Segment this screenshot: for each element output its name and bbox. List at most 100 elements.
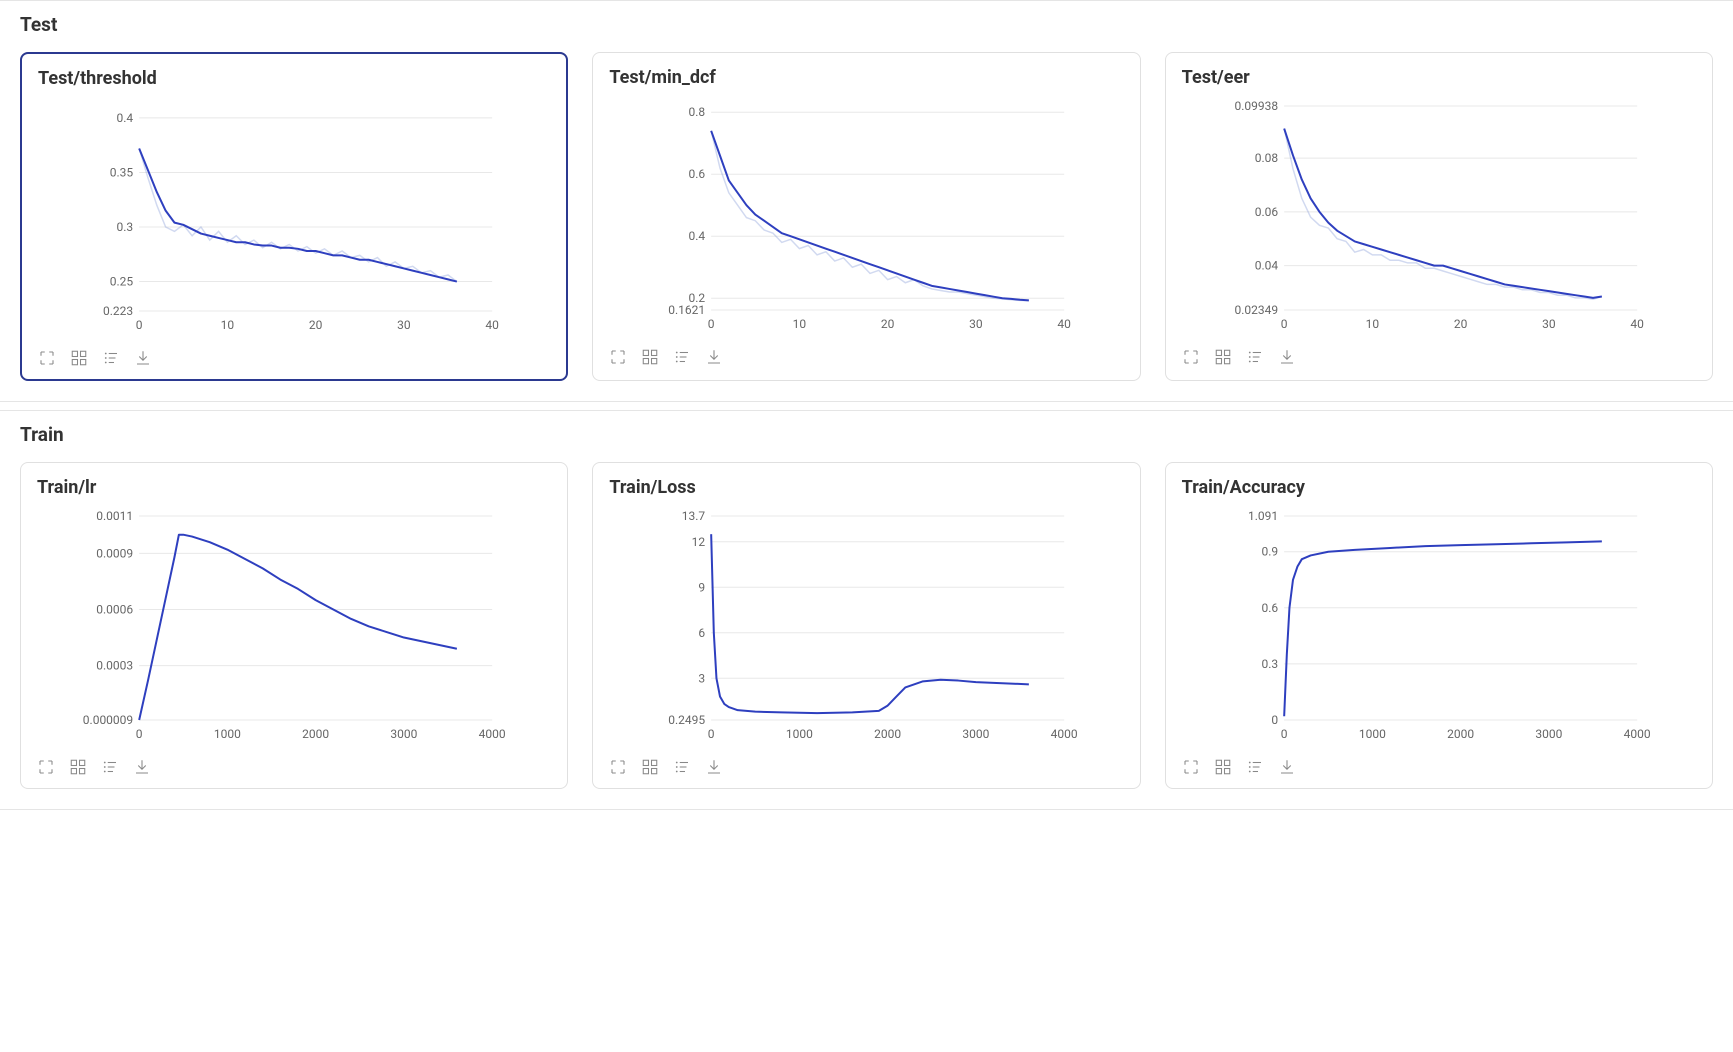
download-icon[interactable]: [134, 349, 152, 367]
y-tick-label: 12: [692, 535, 706, 549]
chart-line-main: [1284, 541, 1602, 716]
chart-title: Train/lr: [37, 477, 551, 498]
x-tick-label: 40: [1058, 317, 1072, 331]
x-tick-label: 4000: [479, 727, 506, 741]
test-chart-grid: Test/threshold0.2230.250.30.350.40102030…: [20, 52, 1713, 381]
chart-line-raw: [139, 148, 457, 281]
y-tick-label: 0: [1271, 713, 1278, 727]
grid-icon[interactable]: [641, 348, 659, 366]
test-section: Test Test/threshold0.2230.250.30.350.401…: [0, 0, 1733, 402]
x-tick-label: 0: [1280, 727, 1287, 741]
chart-card-test-min-dcf[interactable]: Test/min_dcf0.16210.20.40.60.8010203040: [592, 52, 1140, 381]
list-icon[interactable]: [1246, 348, 1264, 366]
grid-icon[interactable]: [1214, 758, 1232, 776]
download-icon[interactable]: [1278, 758, 1296, 776]
chart-line-main: [1284, 129, 1602, 298]
expand-icon[interactable]: [609, 758, 627, 776]
expand-icon[interactable]: [1182, 758, 1200, 776]
x-tick-label: 0: [708, 727, 715, 741]
x-tick-label: 40: [485, 318, 499, 332]
chart-card-train-loss[interactable]: Train/Loss0.24953691213.7010002000300040…: [592, 462, 1140, 789]
y-tick-label: 0.0006: [96, 602, 133, 616]
chart-card-train-accuracy[interactable]: Train/Accuracy00.30.60.91.09101000200030…: [1165, 462, 1713, 789]
x-tick-label: 2000: [302, 727, 329, 741]
chart-title: Train/Accuracy: [1182, 477, 1696, 498]
x-tick-label: 10: [793, 317, 807, 331]
chart-line-raw: [711, 131, 1029, 301]
y-tick-label: 0.6: [1261, 601, 1278, 615]
plot-area: 0.2230.250.30.350.4010203040: [38, 99, 550, 339]
list-icon[interactable]: [101, 758, 119, 776]
download-icon[interactable]: [1278, 348, 1296, 366]
grid-icon[interactable]: [69, 758, 87, 776]
list-icon[interactable]: [673, 348, 691, 366]
chart-card-test-eer[interactable]: Test/eer0.023490.040.060.080.09938010203…: [1165, 52, 1713, 381]
expand-icon[interactable]: [37, 758, 55, 776]
chart-title: Train/Loss: [609, 477, 1123, 498]
x-tick-label: 40: [1630, 317, 1644, 331]
plot-area: 0.24953691213.701000200030004000: [609, 508, 1123, 748]
chart-line-main: [711, 534, 1029, 713]
x-tick-label: 3000: [963, 727, 990, 741]
download-icon[interactable]: [705, 348, 723, 366]
y-tick-label: 0.3: [1261, 657, 1278, 671]
chart-title: Test/threshold: [38, 68, 550, 89]
chart-toolbar: [1182, 758, 1696, 776]
y-tick-label: 0.04: [1254, 259, 1278, 273]
train-section: Train Train/lr0.0000090.00030.00060.0009…: [0, 410, 1733, 810]
x-tick-label: 1000: [786, 727, 813, 741]
x-tick-label: 10: [1365, 317, 1379, 331]
y-tick-label: 9: [699, 580, 706, 594]
x-tick-label: 20: [1454, 317, 1468, 331]
list-icon[interactable]: [673, 758, 691, 776]
list-icon[interactable]: [102, 349, 120, 367]
chart-toolbar: [1182, 348, 1696, 366]
x-tick-label: 20: [881, 317, 895, 331]
chart-card-train-lr[interactable]: Train/lr0.0000090.00030.00060.00090.0011…: [20, 462, 568, 789]
grid-icon[interactable]: [1214, 348, 1232, 366]
chart-svg: 0.0000090.00030.00060.00090.001101000200…: [37, 508, 551, 748]
y-tick-label: 0.02349: [1234, 303, 1278, 317]
x-tick-label: 10: [221, 318, 235, 332]
y-tick-label: 13.7: [682, 509, 706, 523]
train-chart-grid: Train/lr0.0000090.00030.00060.00090.0011…: [20, 462, 1713, 789]
grid-icon[interactable]: [641, 758, 659, 776]
x-tick-label: 4000: [1623, 727, 1650, 741]
x-tick-label: 0: [136, 727, 143, 741]
x-tick-label: 2000: [875, 727, 902, 741]
grid-icon[interactable]: [70, 349, 88, 367]
expand-icon[interactable]: [1182, 348, 1200, 366]
chart-line-main: [139, 148, 457, 281]
chart-card-test-threshold[interactable]: Test/threshold0.2230.250.30.350.40102030…: [20, 52, 568, 381]
x-tick-label: 3000: [1535, 727, 1562, 741]
y-tick-label: 0.09938: [1234, 99, 1278, 113]
download-icon[interactable]: [133, 758, 151, 776]
section-title-test: Test: [20, 13, 1713, 36]
y-tick-label: 0.08: [1254, 151, 1278, 165]
chart-toolbar: [609, 758, 1123, 776]
expand-icon[interactable]: [609, 348, 627, 366]
y-tick-label: 0.000009: [83, 713, 133, 727]
download-icon[interactable]: [705, 758, 723, 776]
list-icon[interactable]: [1246, 758, 1264, 776]
x-tick-label: 4000: [1051, 727, 1078, 741]
x-tick-label: 0: [1280, 317, 1287, 331]
x-tick-label: 0: [708, 317, 715, 331]
section-title-train: Train: [20, 423, 1713, 446]
y-tick-label: 0.223: [103, 304, 133, 318]
y-tick-label: 0.25: [110, 275, 134, 289]
chart-line-main: [139, 535, 457, 720]
y-tick-label: 0.0009: [96, 546, 133, 560]
plot-area: 0.16210.20.40.60.8010203040: [609, 98, 1123, 338]
x-tick-label: 30: [397, 318, 411, 332]
chart-svg: 0.16210.20.40.60.8010203040: [609, 98, 1123, 338]
expand-icon[interactable]: [38, 349, 56, 367]
y-tick-label: 0.35: [110, 165, 134, 179]
chart-toolbar: [609, 348, 1123, 366]
plot-area: 00.30.60.91.09101000200030004000: [1182, 508, 1696, 748]
y-tick-label: 0.2495: [669, 713, 706, 727]
chart-line-main: [711, 131, 1029, 301]
x-tick-label: 30: [1542, 317, 1556, 331]
chart-svg: 00.30.60.91.09101000200030004000: [1182, 508, 1696, 748]
chart-toolbar: [37, 758, 551, 776]
